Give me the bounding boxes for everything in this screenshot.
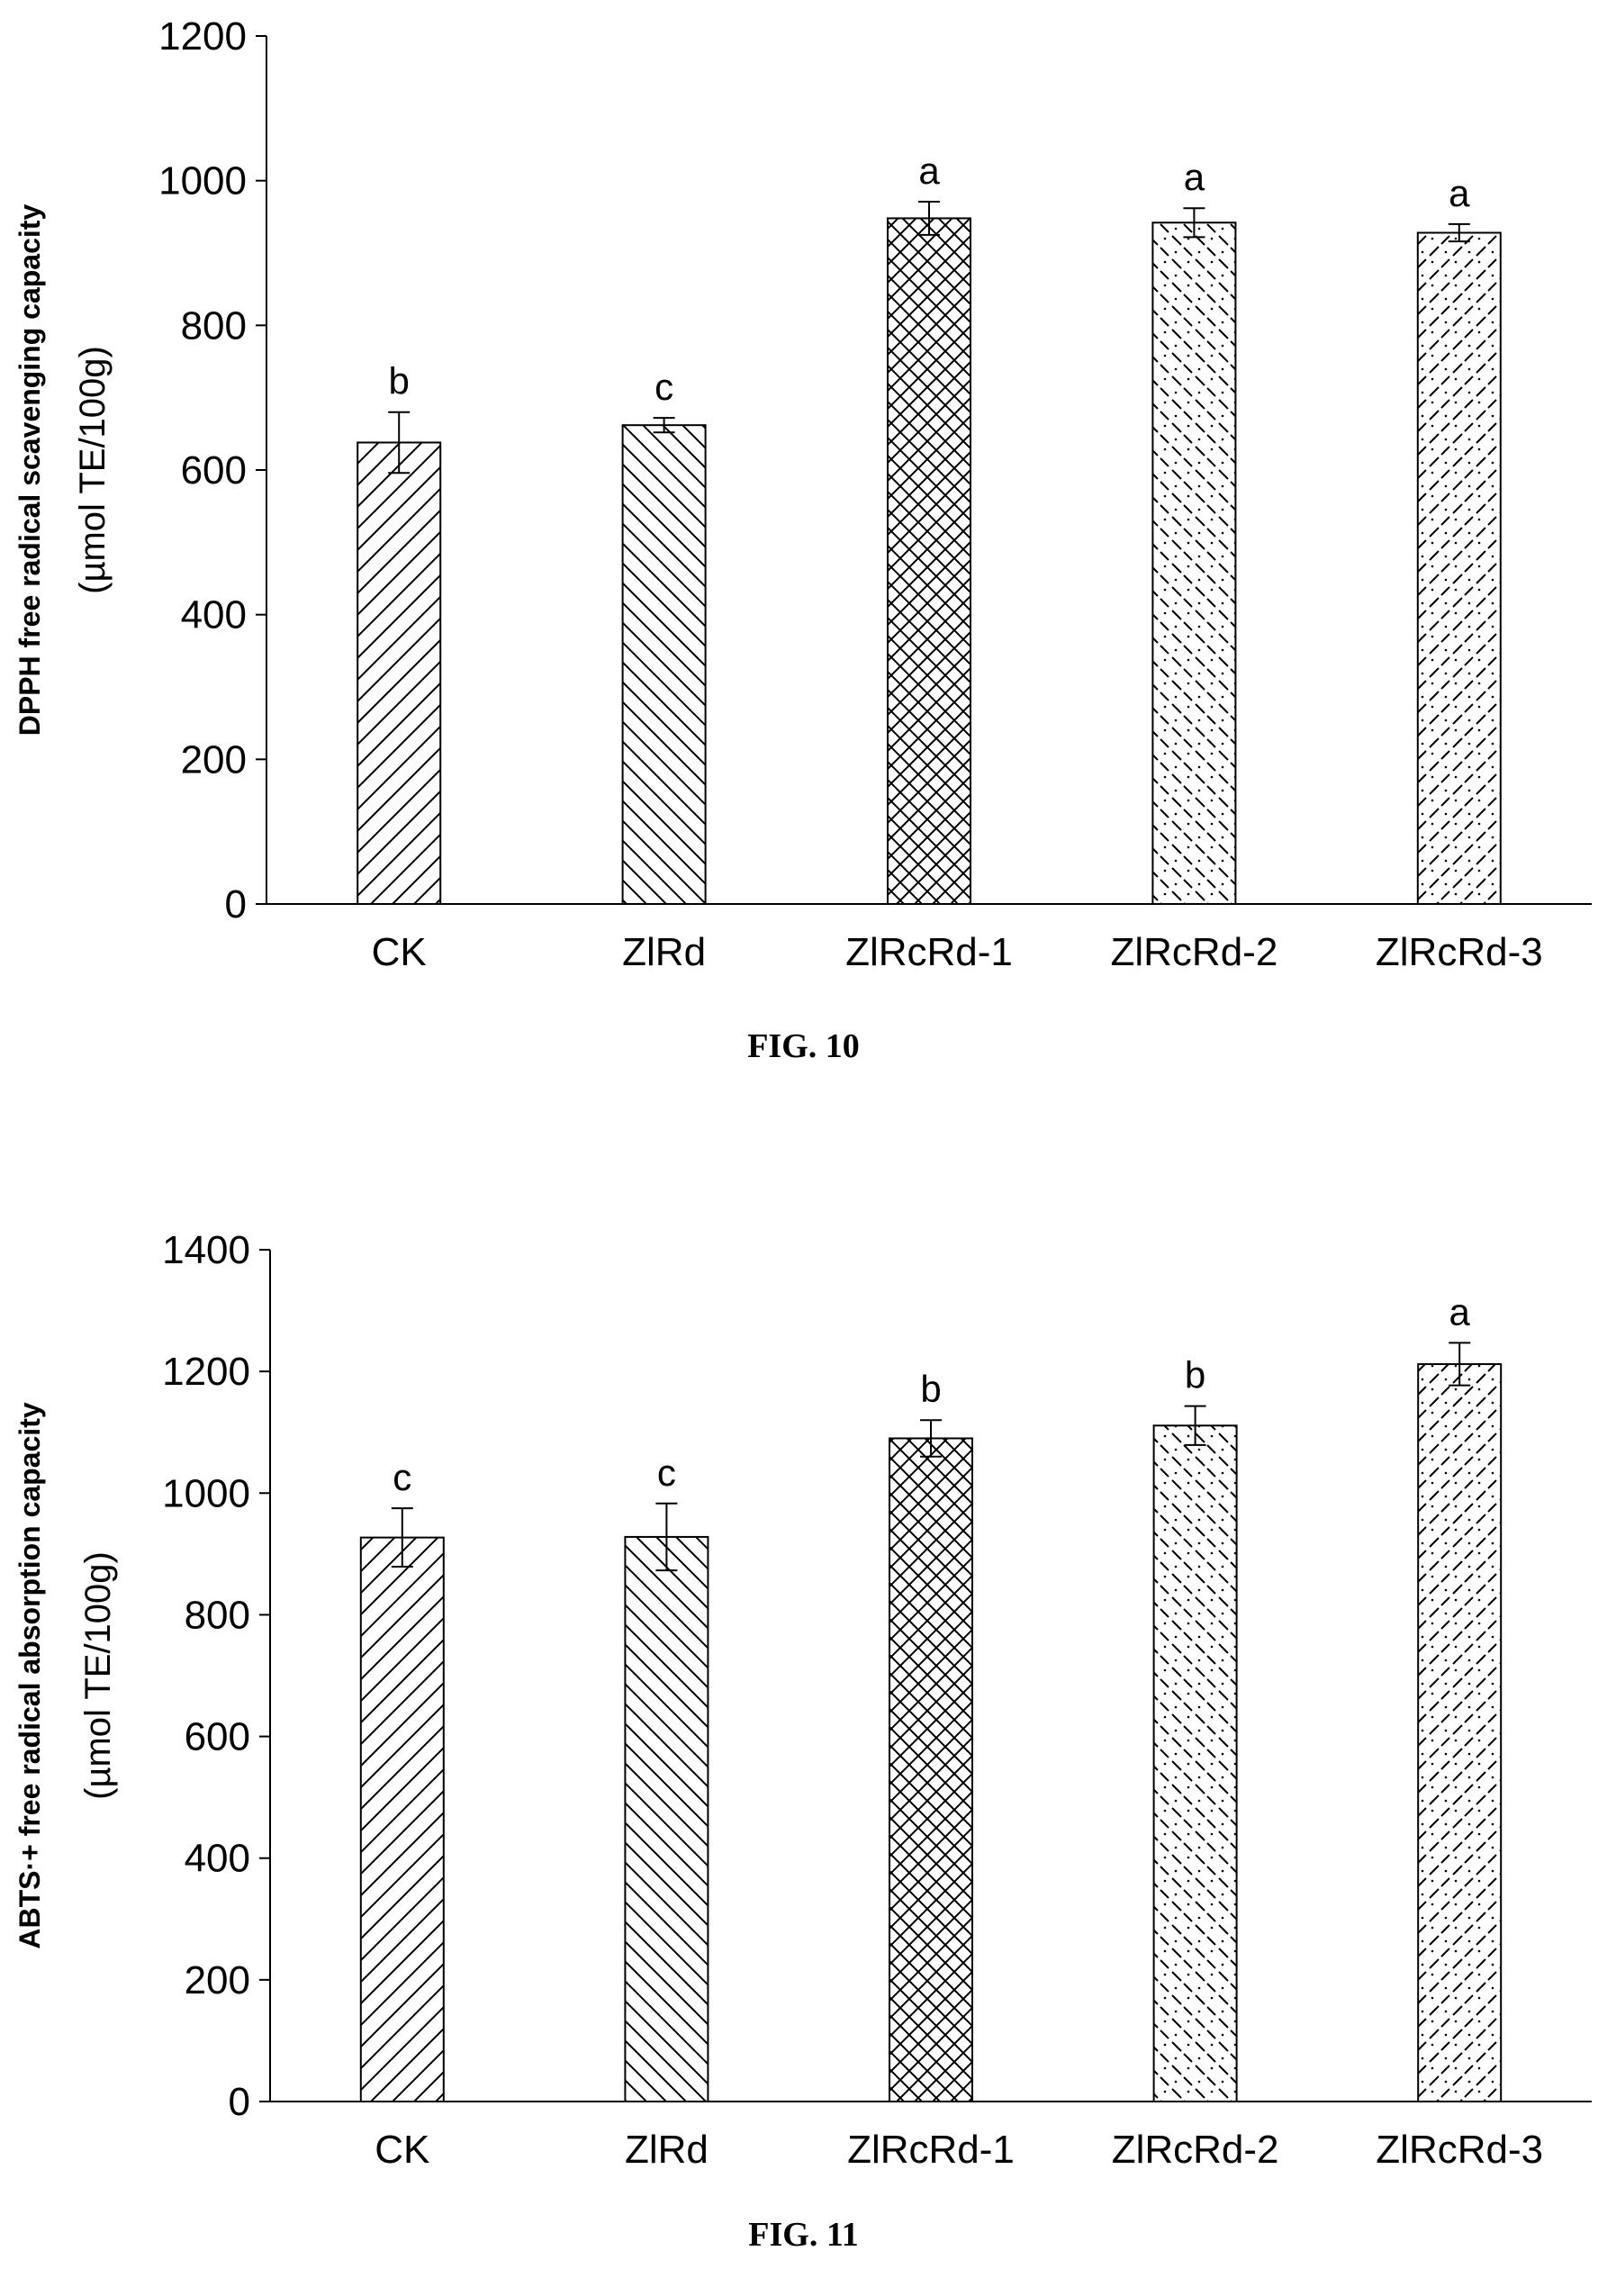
x-tick-label: ZlRcRd-2 [1111,930,1278,974]
significance-label: c [655,366,673,408]
abts-bar-chart: 0 200 400 600 800 1000 1200 1400 ABTS·+ free rad… [14,1228,1592,2172]
bar [357,441,442,905]
bar [1416,231,1502,905]
y-tick-label: 600 [185,1715,250,1759]
bar [1417,1363,1503,2102]
x-tick-label: CK [372,930,427,974]
y-tick-label: 400 [181,593,247,637]
bar [359,1536,445,2102]
bar [621,424,707,905]
bar [1152,1424,1238,2102]
y-tick-label: 0 [229,2080,250,2124]
x-tick-label: ZlRd [625,2128,709,2172]
bar [887,217,971,905]
y-axis-title: DPPH free radical scavenging capacity [14,204,46,737]
figure-caption: FIG. 11 [748,2216,859,2254]
y-tick-label: 1400 [162,1228,250,1272]
y-tick-label: 200 [181,737,247,782]
x-tick-label: ZlRcRd-3 [1376,2128,1543,2172]
significance-label: b [920,1368,941,1410]
significance-label: a [1449,1290,1471,1333]
x-tick-label: ZlRcRd-1 [845,930,1013,974]
y-tick-label: 600 [181,448,247,493]
x-tick-label: ZlRcRd-2 [1112,2128,1279,2172]
x-tick-label: ZlRcRd-3 [1376,930,1543,974]
figure-10: 0 200 400 600 800 1000 1200 DPPH free radical s… [0,0,1607,1107]
figure-11: 0 200 400 600 800 1000 1200 1400 ABTS·+ free rad… [0,1198,1607,2296]
significance-label: c [657,1451,676,1494]
bar [624,1535,709,2102]
significance-label: c [393,1456,411,1498]
y-tick-label: 1000 [158,159,247,203]
y-tick-label: 1000 [162,1471,250,1515]
y-axis-title: ABTS·+ free radical absorption capacity [14,1402,46,1949]
y-axis-unit: (µmol TE/100g) [78,1551,118,1800]
y-tick-label: 1200 [162,1350,250,1394]
x-tick-label: ZlRcRd-1 [847,2128,1015,2172]
y-tick-label: 1200 [158,14,247,59]
significance-label: b [1185,1354,1205,1397]
y-tick-label: 800 [185,1593,250,1637]
x-tick-label: CK [375,2128,429,2172]
dpph-bar-chart: 0 200 400 600 800 1000 1200 DPPH free radical s… [14,14,1592,974]
significance-label: a [918,149,940,192]
y-tick-label: 400 [185,1837,250,1881]
figure-caption: FIG. 10 [747,1027,860,1065]
bar [1151,221,1237,905]
y-tick-label: 200 [185,1958,250,2002]
y-tick-label: 800 [181,303,247,348]
x-tick-label: ZlRd [622,930,706,974]
bar [889,1437,973,2102]
significance-label: b [389,360,410,402]
y-tick-label: 0 [225,882,247,927]
significance-label: a [1449,172,1470,214]
significance-label: a [1184,156,1205,198]
y-axis-unit: (µmol TE/100g) [73,346,113,594]
